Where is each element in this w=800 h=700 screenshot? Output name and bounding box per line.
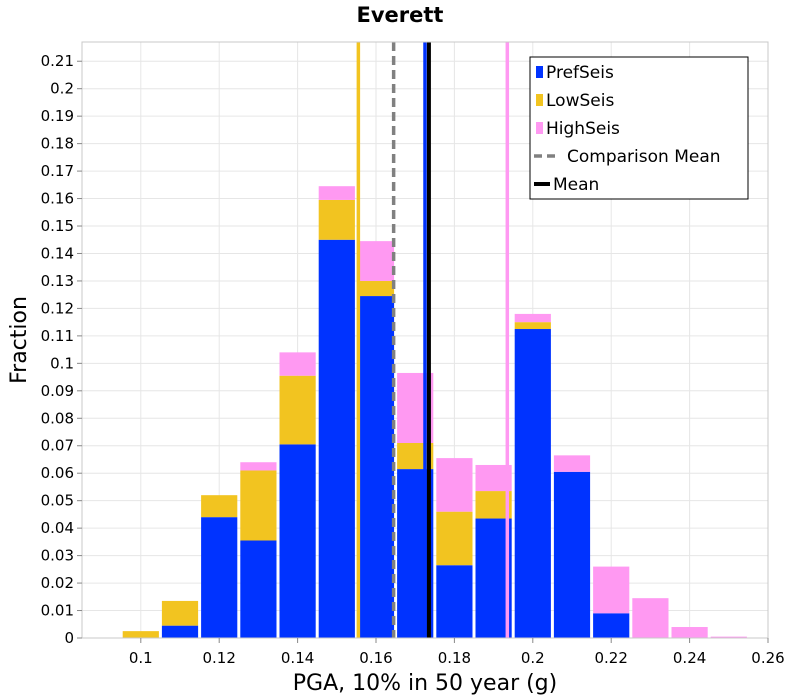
bar-highseis — [318, 186, 355, 200]
y-tick-label: 0.15 — [41, 217, 74, 235]
bar-lowseis — [122, 631, 159, 638]
bar-prefseis — [318, 239, 355, 638]
legend-label: PrefSeis — [546, 63, 614, 83]
y-tick-label: 0.19 — [41, 107, 74, 125]
y-tick-label: 0.16 — [41, 190, 74, 208]
bar-highseis — [553, 455, 591, 472]
bar-lowseis — [514, 322, 551, 330]
y-tick-label: 0.11 — [41, 327, 74, 345]
legend-label: Mean — [553, 175, 599, 195]
y-tick-label: 0.03 — [41, 547, 74, 565]
x-tick-label: 0.12 — [202, 649, 235, 667]
legend-label: LowSeis — [546, 91, 614, 111]
y-axis-ticks: 0 0.01 0.02 0.03 0.04 0.05 0.06 0.07 0.08 0.09 0.1… — [41, 52, 82, 647]
bar-lowseis — [436, 511, 473, 566]
bar-prefseis — [436, 565, 473, 638]
bar-highseis — [357, 241, 395, 281]
bar-prefseis — [357, 296, 395, 638]
chart-title: Everett — [357, 3, 444, 27]
y-tick-label: 0.17 — [41, 162, 74, 180]
y-tick-label: 0.01 — [41, 602, 74, 620]
bar-highseis — [436, 458, 473, 512]
bar-highseis — [671, 627, 708, 638]
y-tick-label: 0.18 — [41, 135, 74, 153]
bar-prefseis — [240, 540, 277, 638]
bar-highseis — [632, 598, 669, 638]
bar-lowseis — [279, 375, 316, 445]
x-tick-label: 0.18 — [438, 649, 471, 667]
bar-lowseis — [201, 495, 238, 518]
y-tick-label: 0.02 — [41, 574, 74, 592]
x-tick-label: 0.22 — [594, 649, 627, 667]
y-tick-label: 0.04 — [41, 519, 74, 537]
y-tick-label: 0.14 — [41, 244, 74, 262]
y-tick-label: 0.05 — [41, 492, 74, 510]
x-tick-label: 0.14 — [281, 649, 314, 667]
bar-prefseis — [593, 613, 630, 638]
y-tick-label: 0.09 — [41, 382, 74, 400]
y-tick-label: 0 — [64, 629, 74, 647]
bar-highseis — [710, 636, 747, 638]
x-tick-label: 0.16 — [359, 649, 392, 667]
legend-swatch — [536, 66, 543, 78]
y-axis-label: Fraction — [7, 296, 32, 384]
mean-lines — [356, 42, 510, 638]
bar-highseis — [593, 566, 630, 614]
y-tick-label: 0.07 — [41, 437, 74, 455]
stacked-bars — [122, 186, 747, 638]
bar-highseis — [279, 352, 316, 376]
bar-highseis — [514, 313, 551, 323]
legend-swatch — [536, 94, 543, 106]
y-tick-label: 0.2 — [50, 80, 74, 98]
legend-swatch — [536, 122, 543, 134]
x-tick-label: 0.24 — [673, 649, 706, 667]
bar-lowseis — [240, 470, 277, 541]
x-tick-label: 0.2 — [521, 649, 545, 667]
legend-label: Comparison Mean — [567, 147, 721, 167]
y-tick-label: 0.08 — [41, 409, 74, 427]
y-tick-label: 0.13 — [41, 272, 74, 290]
bar-prefseis — [514, 329, 551, 638]
plot-area — [81, 41, 769, 639]
bar-prefseis — [161, 625, 199, 638]
x-axis-ticks: 0.1 0.12 0.14 0.16 0.18 0.2 0.22 0.24 0.26 — [129, 638, 785, 667]
bar-prefseis — [279, 444, 316, 638]
x-tick-label: 0.26 — [751, 649, 784, 667]
bar-prefseis — [553, 471, 591, 638]
x-axis-label: PGA, 10% in 50 year (g) — [293, 671, 557, 696]
y-tick-label: 0.12 — [41, 299, 74, 317]
bar-lowseis — [357, 280, 395, 297]
legend-box — [529, 56, 749, 200]
legend: PrefSeis LowSeis HighSeis Comparison Mean Me… — [529, 56, 749, 200]
bar-lowseis — [161, 600, 199, 626]
x-tick-label: 0.1 — [129, 649, 153, 667]
bar-lowseis — [318, 199, 355, 240]
y-tick-label: 0.06 — [41, 464, 74, 482]
bar-highseis — [240, 462, 277, 471]
y-tick-label: 0.1 — [50, 354, 74, 372]
bar-prefseis — [201, 517, 238, 638]
legend-label: HighSeis — [546, 119, 620, 139]
y-tick-label: 0.21 — [41, 52, 74, 70]
